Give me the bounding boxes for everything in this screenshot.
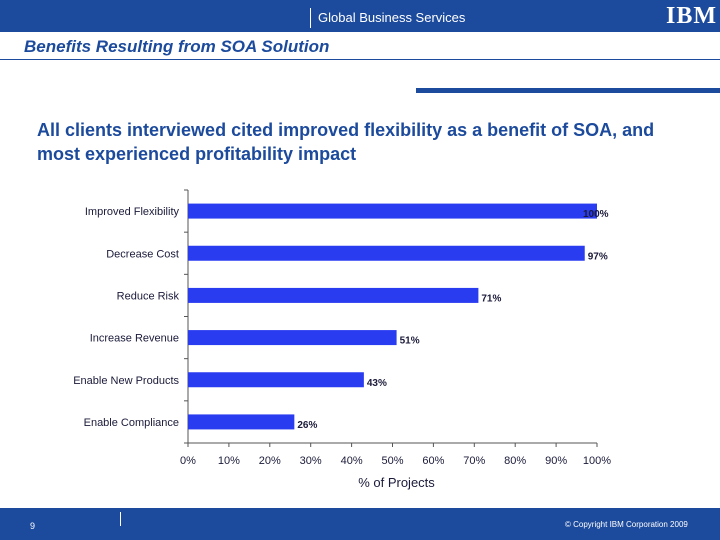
x-axis-title: % of Projects	[358, 475, 435, 490]
bar	[188, 246, 585, 261]
value-label: 51%	[400, 336, 420, 347]
category-label: Reduce Risk	[117, 290, 180, 302]
footer-bar: 9 © Copyright IBM Corporation 2009	[0, 508, 720, 540]
category-label: Enable New Products	[73, 375, 179, 387]
bar	[188, 330, 397, 345]
x-tick-label: 90%	[545, 455, 567, 467]
x-tick-label: 10%	[218, 455, 240, 467]
category-label: Increase Revenue	[90, 333, 179, 345]
x-tick-label: 60%	[422, 455, 444, 467]
value-label: 97%	[588, 251, 608, 262]
bar-chart: 0% 10% 20% 30% 40% 50% 60% 70% 80% 90% 100% Improve…	[0, 0, 720, 500]
bar	[188, 372, 364, 387]
x-tick-label: 80%	[504, 455, 526, 467]
x-tick-label: 20%	[259, 455, 281, 467]
value-label: 43%	[367, 378, 387, 389]
x-tick-label: 40%	[341, 455, 363, 467]
category-label: Enable Compliance	[84, 417, 179, 429]
value-label: 71%	[481, 293, 501, 304]
footer-divider	[120, 512, 121, 526]
category-label: Decrease Cost	[106, 248, 179, 260]
x-tick-label: 50%	[381, 455, 403, 467]
bar	[188, 414, 294, 429]
x-tick-label: 70%	[463, 455, 485, 467]
x-tick-label: 100%	[583, 455, 611, 467]
page-number: 9	[30, 521, 35, 531]
x-tick-label: 0%	[180, 455, 196, 467]
value-label: 100%	[583, 209, 609, 220]
value-label: 26%	[297, 420, 317, 431]
bar	[188, 288, 478, 303]
x-tick-label: 30%	[300, 455, 322, 467]
copyright: © Copyright IBM Corporation 2009	[565, 520, 688, 529]
bar	[188, 204, 597, 219]
category-label: Improved Flexibility	[85, 206, 180, 218]
